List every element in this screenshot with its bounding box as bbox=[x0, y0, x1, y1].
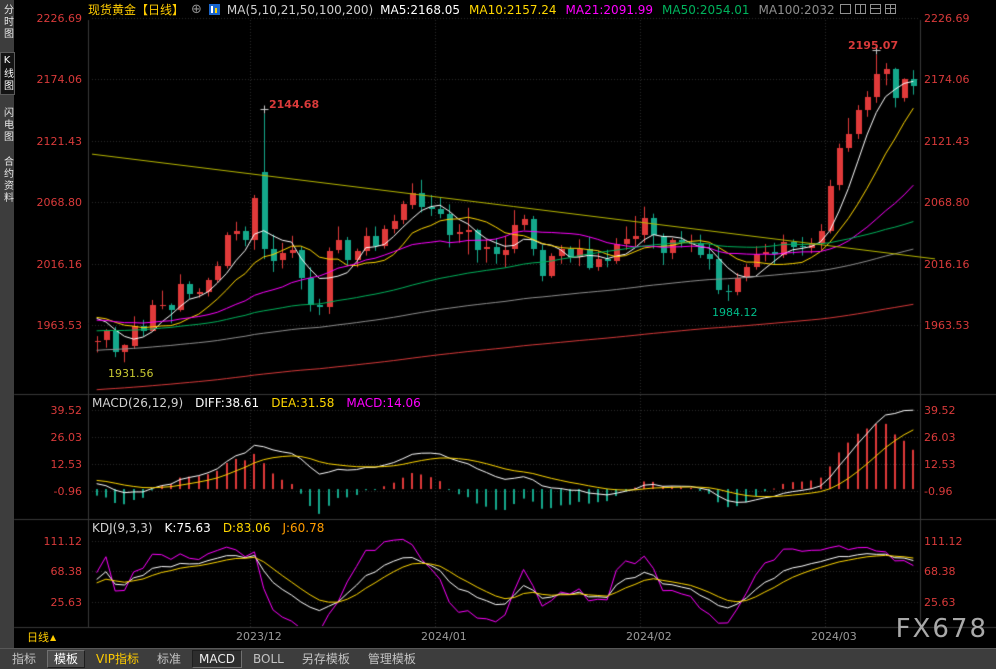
toolbar-button[interactable]: 管理模板 bbox=[367, 652, 416, 666]
ma-group-label: MA(5,10,21,50,100,200) bbox=[226, 2, 374, 17]
layout-stacked-icon[interactable] bbox=[870, 4, 881, 14]
bottom-toolbar: 指标 模板 VIP指标 标准 MACD BOLL 另存模板 管理模板 bbox=[0, 648, 996, 669]
layout-grid-icon[interactable] bbox=[885, 4, 896, 14]
circle-plus-icon[interactable]: ⊕ bbox=[191, 2, 202, 17]
toolbar-button[interactable]: MACD bbox=[192, 650, 243, 668]
period-label: 日线 bbox=[27, 631, 49, 644]
ma-value-label: MA10:2157.24 bbox=[469, 2, 557, 17]
period-selector[interactable]: 日线 ▲ bbox=[27, 629, 56, 645]
ma-value-label: MA21:2091.99 bbox=[565, 2, 654, 17]
ma-value-label: MA5:2168.05 bbox=[380, 2, 461, 17]
toolbar-button[interactable]: BOLL bbox=[253, 652, 284, 666]
sidebar-tab[interactable]: 闪电图 bbox=[1, 107, 13, 143]
sidebar-tab[interactable]: 分时图 bbox=[1, 4, 13, 40]
toolbar-button[interactable]: 标准 bbox=[157, 652, 182, 666]
toolbar-button[interactable]: VIP指标 bbox=[96, 652, 140, 666]
sidebar-tab[interactable]: K线图 bbox=[0, 53, 14, 94]
ma-legend: MA5:2168.05 MA10:2157.24 MA21:2091.99 MA50:… bbox=[380, 3, 834, 17]
left-sidebar: 分时图 K线图闪电图合约资料 bbox=[0, 0, 14, 648]
toolbar-button[interactable]: 另存模板 bbox=[301, 652, 350, 666]
layout-single-icon[interactable] bbox=[840, 4, 851, 14]
watermark: FX678 bbox=[895, 614, 988, 644]
chart-type-icon[interactable] bbox=[208, 4, 220, 15]
instrument-title: 现货黄金【日线】 bbox=[88, 3, 185, 17]
chart-header: 现货黄金【日线】 ⊕ MA(5,10,21,50,100,200) MA5:21… bbox=[14, 0, 996, 19]
ma-value-label: MA100:2032 bbox=[758, 2, 835, 17]
toolbar-button[interactable]: 指标 bbox=[12, 652, 37, 666]
layout-two-pane-icon[interactable] bbox=[855, 4, 866, 14]
ma-value-label: MA50:2054.01 bbox=[662, 2, 750, 17]
chevron-up-icon: ▲ bbox=[50, 632, 57, 642]
toolbar-button[interactable]: 模板 bbox=[47, 650, 86, 668]
layout-switcher bbox=[840, 4, 896, 14]
sidebar-tab[interactable]: 合约资料 bbox=[1, 156, 13, 204]
